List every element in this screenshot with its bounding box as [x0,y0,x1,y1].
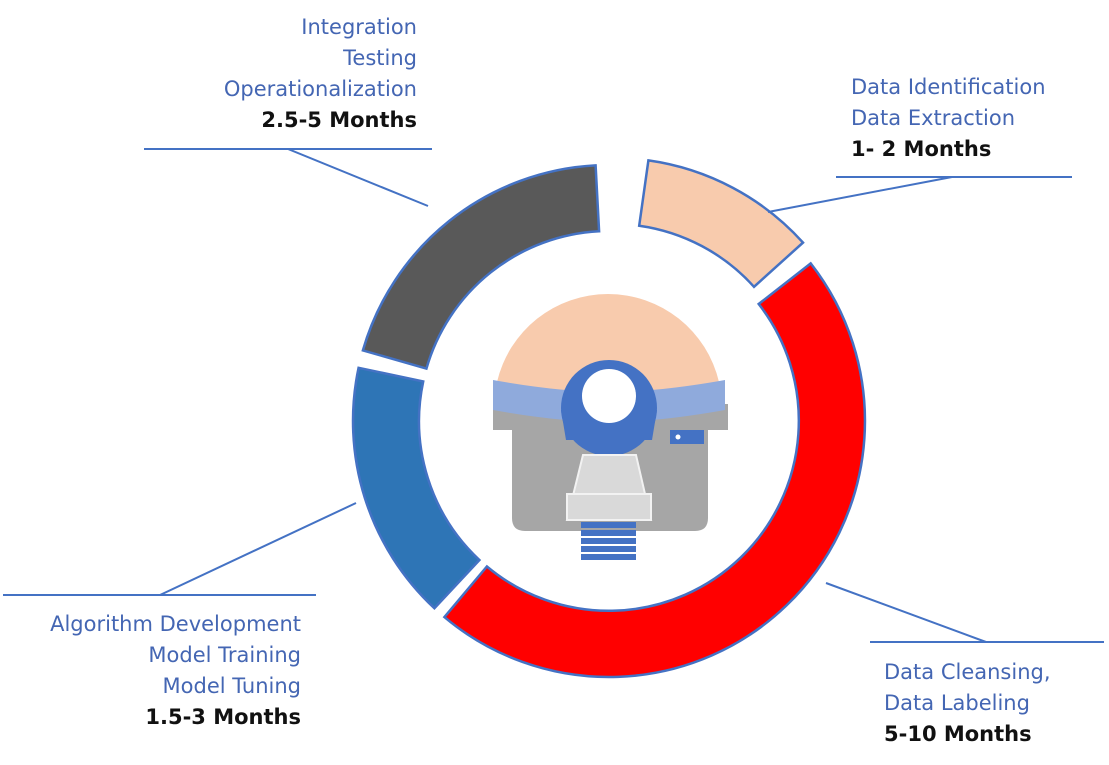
leader-line-algorithm-development [3,502,357,596]
scanner-coil-ring [581,530,636,536]
scanner-table-base [566,493,652,521]
scanner-panel-light [675,434,681,440]
scanner-coil-ring [581,522,636,528]
segment-data-identification [637,158,805,289]
label-algorithm-development-line-1: Algorithm Development [50,612,301,636]
leader-line-integration [144,148,429,207]
label-algorithm-development-duration: 1.5-3 Months [145,705,301,729]
segment-integration [361,164,601,371]
leader-lines [3,148,1104,643]
label-integration-line-1: Integration [301,15,417,39]
label-data-cleansing: Data Cleansing, Data Labeling 5-10 Month… [884,657,1094,750]
donut-ring [351,158,867,679]
label-algorithm-development-line-3: Model Tuning [162,674,301,698]
scanner-top [497,293,719,404]
label-integration-line-2: Testing [343,46,417,70]
scanner-coil-ring [581,538,636,544]
label-data-identification-duration: 1- 2 Months [851,137,992,161]
leader-line-data-cleansing [825,582,1104,643]
label-data-cleansing-line-1: Data Cleansing, [884,660,1051,684]
segment-algorithm-development [351,366,482,610]
label-data-cleansing-duration: 5-10 Months [884,722,1032,746]
scanner-bore [582,369,636,423]
scanner-coil-ring [581,546,636,552]
segment-data-cleansing [442,261,867,679]
label-data-identification-line-2: Data Extraction [851,106,1016,130]
label-data-identification-line-1: Data Identification [851,75,1046,99]
mri-scanner-icon [493,293,728,560]
scanner-ring-base [561,410,657,440]
label-integration: Integration Testing Operationalization 2… [170,12,417,136]
label-integration-duration: 2.5-5 Months [261,108,417,132]
label-integration-line-3: Operationalization [223,77,417,101]
scanner-coil-ring [581,554,636,560]
leader-line-data-identification [767,176,1072,213]
scanner-panel [670,430,704,444]
label-algorithm-development: Algorithm Development Model Training Mod… [20,609,301,733]
label-data-identification: Data Identification Data Extraction 1- 2… [851,72,1091,165]
label-algorithm-development-line-2: Model Training [148,643,301,667]
label-data-cleansing-line-2: Data Labeling [884,691,1030,715]
